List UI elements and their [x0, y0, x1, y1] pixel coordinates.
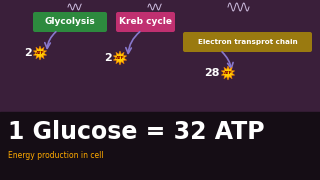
Text: Electron transprot chain: Electron transprot chain	[198, 39, 297, 45]
Text: 2: 2	[24, 48, 32, 58]
FancyBboxPatch shape	[183, 32, 312, 52]
Text: ATP: ATP	[36, 51, 44, 55]
Text: ATP: ATP	[116, 56, 124, 60]
Polygon shape	[33, 46, 47, 60]
Text: 2: 2	[104, 53, 112, 63]
Text: Energy production in cell: Energy production in cell	[8, 150, 104, 159]
Bar	[0, 112, 320, 180]
Text: Glycolysis: Glycolysis	[44, 17, 95, 26]
Polygon shape	[113, 51, 127, 65]
Text: 1 Glucose = 32 ATP: 1 Glucose = 32 ATP	[8, 120, 265, 144]
FancyBboxPatch shape	[33, 12, 107, 32]
Text: ATP: ATP	[224, 71, 232, 75]
Text: Kreb cycle: Kreb cycle	[119, 17, 172, 26]
FancyBboxPatch shape	[116, 12, 175, 32]
Text: 28: 28	[204, 68, 220, 78]
Polygon shape	[221, 66, 235, 80]
